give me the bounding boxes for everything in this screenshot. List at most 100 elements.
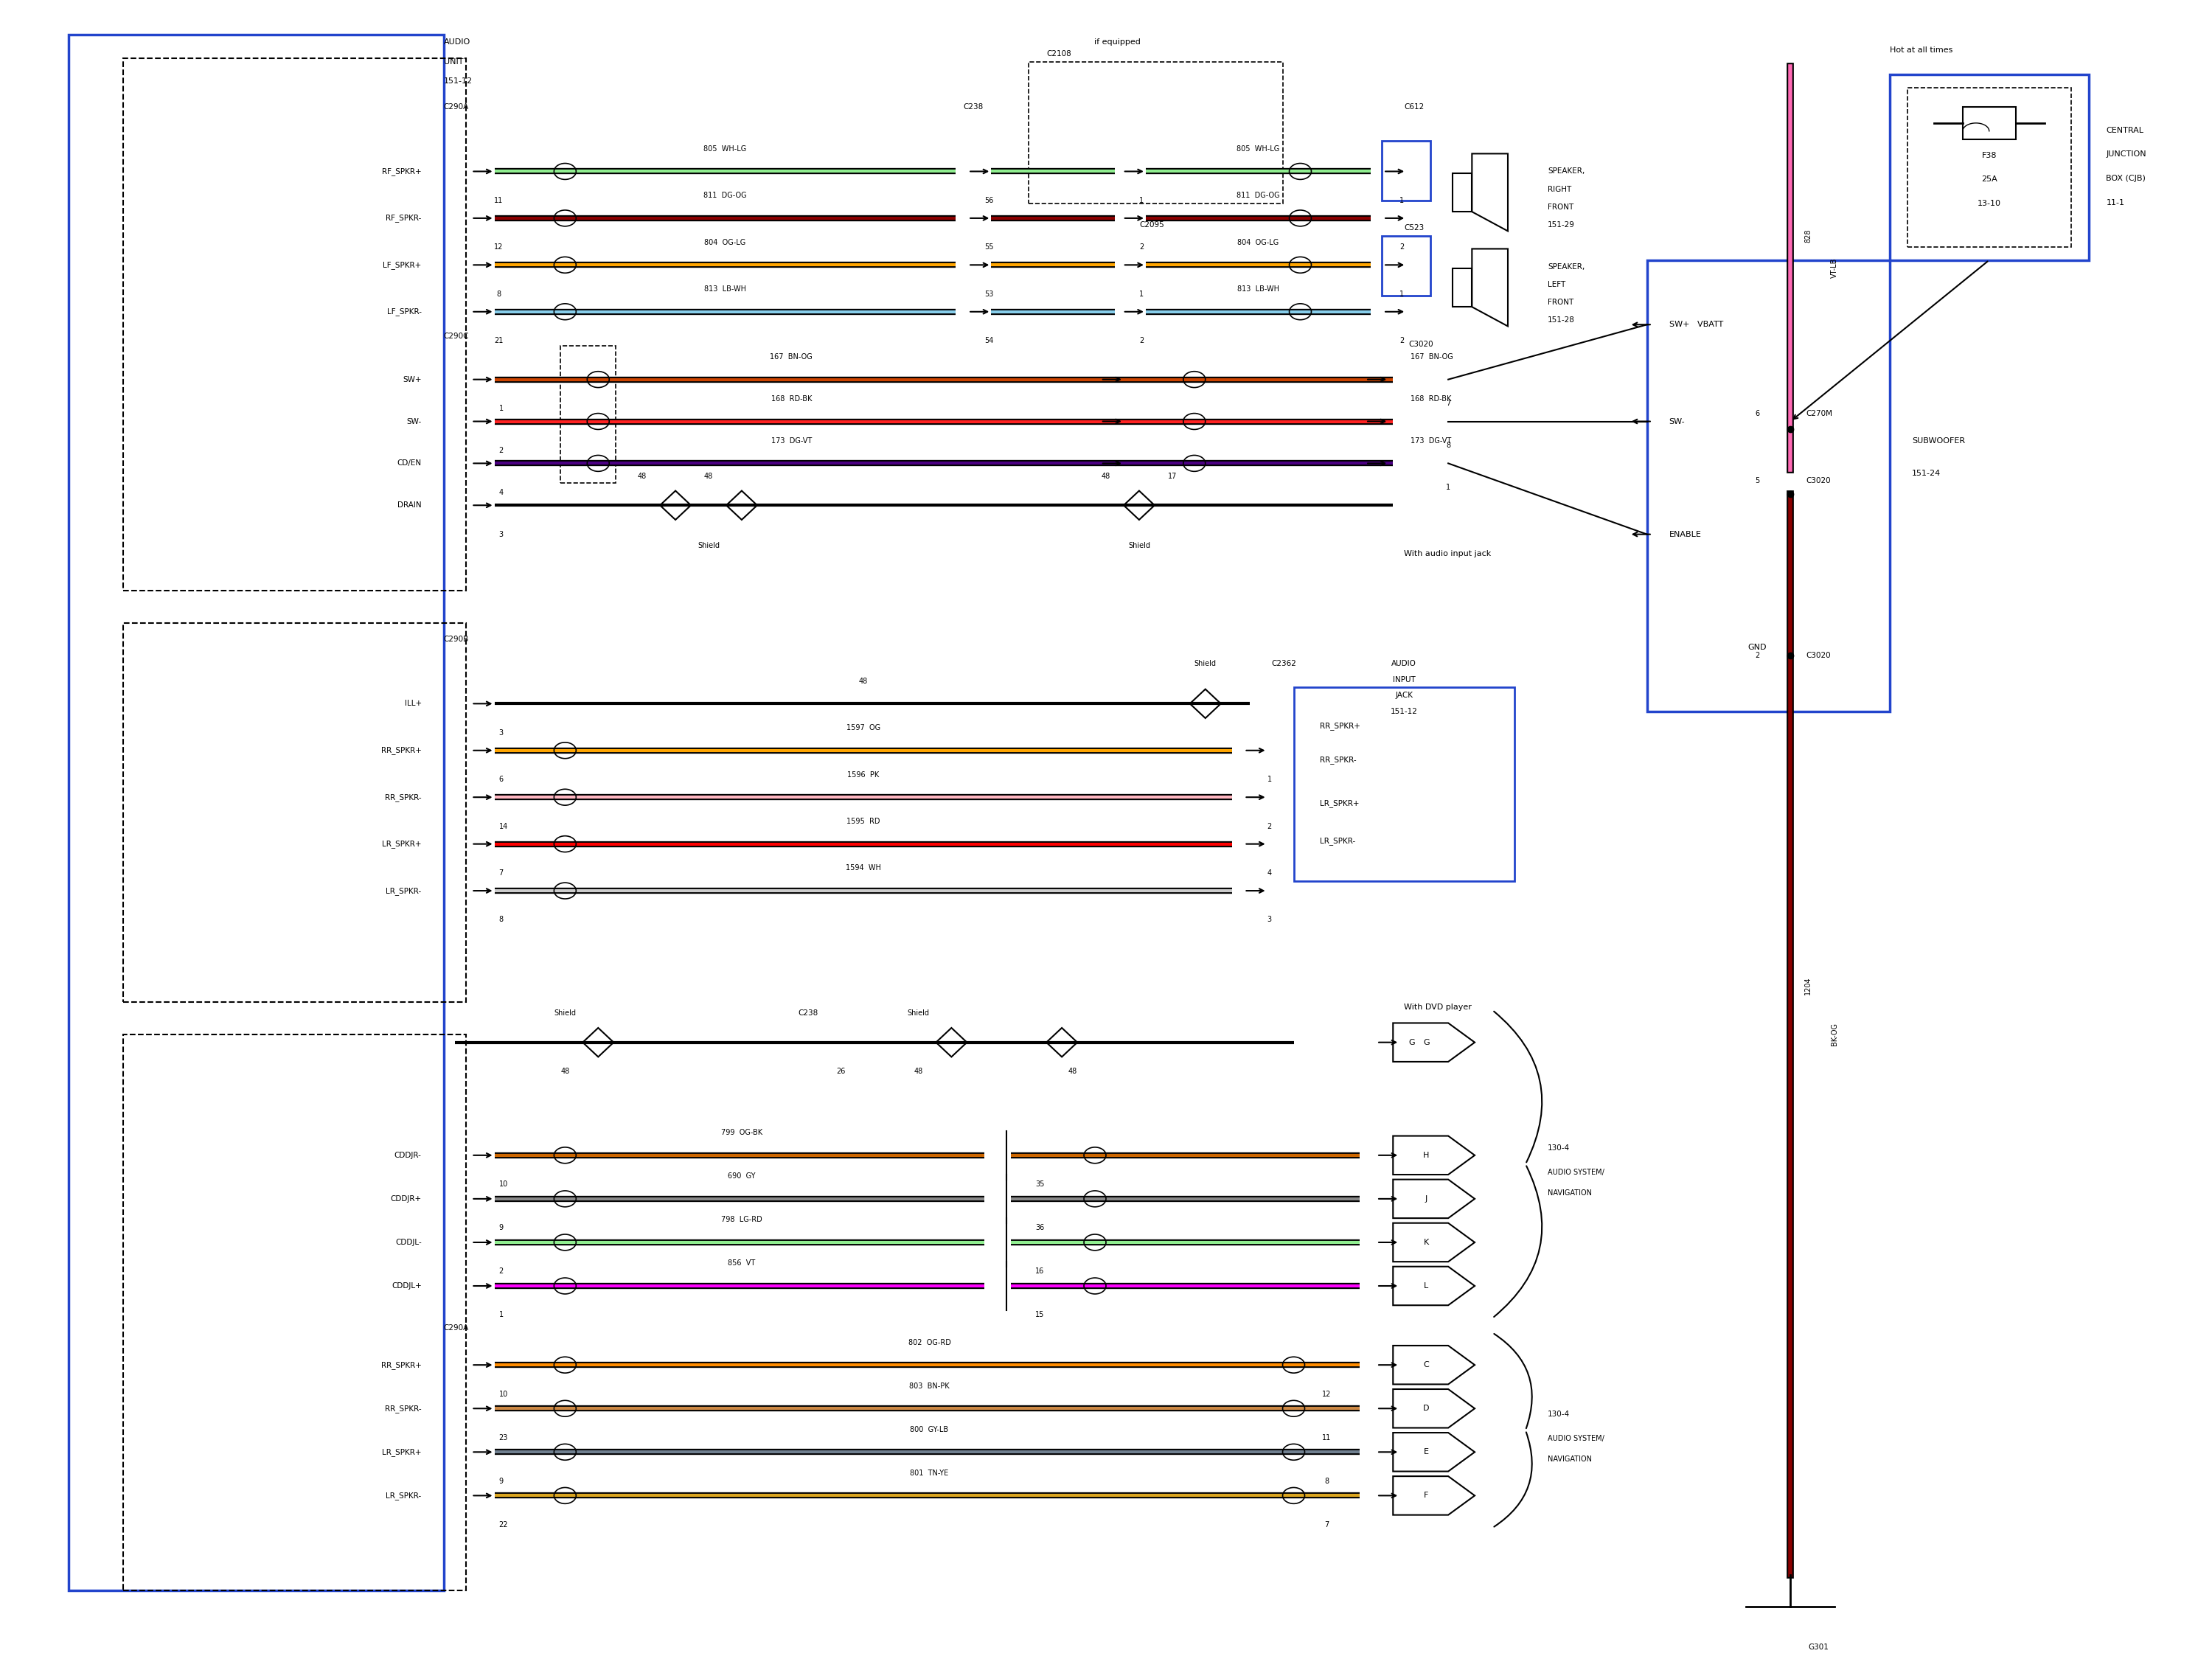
Text: 3: 3 bbox=[500, 728, 504, 737]
Text: 48: 48 bbox=[560, 1068, 568, 1075]
Text: JACK: JACK bbox=[1396, 692, 1413, 700]
Text: 55: 55 bbox=[984, 244, 993, 251]
Text: 800  GY-LB: 800 GY-LB bbox=[909, 1425, 949, 1433]
Text: C2108: C2108 bbox=[1046, 50, 1071, 58]
Text: 811  DG-OG: 811 DG-OG bbox=[703, 192, 748, 199]
Text: GND: GND bbox=[1747, 644, 1767, 650]
Text: 168  RD-BK: 168 RD-BK bbox=[1411, 395, 1451, 403]
Text: 151-24: 151-24 bbox=[1911, 469, 1940, 476]
Text: ENABLE: ENABLE bbox=[1670, 531, 1701, 538]
Text: 2: 2 bbox=[1400, 244, 1405, 251]
Text: RR_SPKR-: RR_SPKR- bbox=[385, 1405, 422, 1412]
Text: SW-: SW- bbox=[1670, 418, 1686, 425]
Bar bbox=[1294, 687, 1515, 881]
Text: 25A: 25A bbox=[1982, 176, 1997, 182]
Text: 36: 36 bbox=[1035, 1224, 1044, 1231]
Text: 10: 10 bbox=[500, 1390, 509, 1397]
Text: Shield: Shield bbox=[1128, 542, 1150, 549]
Text: 4: 4 bbox=[1267, 869, 1272, 876]
Text: 21: 21 bbox=[493, 337, 504, 345]
Text: 805  WH-LG: 805 WH-LG bbox=[1237, 144, 1281, 153]
Text: RIGHT: RIGHT bbox=[1548, 186, 1571, 192]
Text: L: L bbox=[1425, 1282, 1429, 1289]
Text: 14: 14 bbox=[500, 823, 509, 830]
Text: 3: 3 bbox=[500, 531, 504, 538]
Text: 813  LB-WH: 813 LB-WH bbox=[703, 285, 745, 294]
Text: 1204: 1204 bbox=[1805, 977, 1812, 995]
Text: 17: 17 bbox=[1168, 473, 1177, 479]
Text: 11: 11 bbox=[493, 197, 504, 204]
Text: BK-OG: BK-OG bbox=[1832, 1024, 1838, 1045]
Bar bbox=[1453, 269, 1471, 307]
Text: C: C bbox=[1422, 1362, 1429, 1369]
Text: RR_SPKR+: RR_SPKR+ bbox=[380, 747, 422, 755]
Text: 48: 48 bbox=[914, 1068, 922, 1075]
Text: 2: 2 bbox=[500, 1267, 504, 1276]
Text: C270M: C270M bbox=[1805, 410, 1832, 416]
Bar bbox=[1889, 75, 2088, 260]
Text: 8: 8 bbox=[1325, 1478, 1329, 1485]
Text: Shield: Shield bbox=[907, 1010, 929, 1017]
Text: 2: 2 bbox=[1139, 244, 1144, 251]
Text: G: G bbox=[1422, 1039, 1429, 1047]
Text: 6: 6 bbox=[1754, 410, 1759, 416]
Text: 15: 15 bbox=[1035, 1311, 1044, 1319]
Text: FRONT: FRONT bbox=[1548, 299, 1573, 305]
Text: 1: 1 bbox=[1139, 290, 1144, 297]
Text: 6: 6 bbox=[500, 776, 504, 783]
Text: 1: 1 bbox=[1139, 197, 1144, 204]
Text: 4: 4 bbox=[500, 489, 504, 496]
Text: 1596  PK: 1596 PK bbox=[847, 771, 878, 778]
Text: J: J bbox=[1425, 1194, 1427, 1203]
Text: 1597  OG: 1597 OG bbox=[847, 725, 880, 732]
Text: 798  LG-RD: 798 LG-RD bbox=[721, 1216, 763, 1223]
Text: SUBWOOFER: SUBWOOFER bbox=[1911, 436, 1964, 445]
Text: 56: 56 bbox=[984, 197, 993, 204]
Text: 167  BN-OG: 167 BN-OG bbox=[1411, 353, 1453, 360]
Text: 8: 8 bbox=[500, 916, 504, 924]
Text: 168  RD-BK: 168 RD-BK bbox=[772, 395, 812, 403]
Bar bbox=[1382, 141, 1431, 201]
Text: E: E bbox=[1425, 1448, 1429, 1455]
Text: 8: 8 bbox=[1447, 441, 1451, 450]
Bar bbox=[1453, 173, 1471, 212]
Text: 151-29: 151-29 bbox=[1548, 221, 1575, 229]
Text: 811  DG-OG: 811 DG-OG bbox=[1237, 192, 1281, 199]
Text: C238: C238 bbox=[799, 1010, 818, 1017]
Text: SW+   VBATT: SW+ VBATT bbox=[1670, 320, 1723, 328]
Text: SW-: SW- bbox=[407, 418, 422, 425]
Text: 16: 16 bbox=[1035, 1267, 1044, 1276]
Text: RF_SPKR-: RF_SPKR- bbox=[385, 214, 422, 222]
Text: SPEAKER,: SPEAKER, bbox=[1548, 262, 1584, 270]
Bar bbox=[1382, 236, 1431, 295]
Text: 1: 1 bbox=[1400, 290, 1405, 297]
Text: ILL+: ILL+ bbox=[405, 700, 422, 707]
Text: 130-4: 130-4 bbox=[1548, 1410, 1571, 1418]
Text: K: K bbox=[1425, 1239, 1429, 1246]
Text: 13-10: 13-10 bbox=[1978, 201, 2002, 207]
Bar bbox=[69, 35, 445, 1591]
Text: 9: 9 bbox=[500, 1478, 504, 1485]
Text: LR_SPKR-: LR_SPKR- bbox=[385, 886, 422, 894]
Text: 802  OG-RD: 802 OG-RD bbox=[909, 1339, 951, 1345]
Text: C2095: C2095 bbox=[1139, 221, 1164, 229]
Text: C3020: C3020 bbox=[1805, 652, 1832, 659]
Text: 173  DG-VT: 173 DG-VT bbox=[772, 436, 812, 445]
Bar bbox=[1029, 61, 1283, 204]
Text: 151-12: 151-12 bbox=[1391, 708, 1418, 715]
Text: Shield: Shield bbox=[1194, 660, 1217, 667]
Text: BOX (CJB): BOX (CJB) bbox=[2106, 174, 2146, 182]
Text: 3: 3 bbox=[1267, 916, 1272, 924]
Text: DRAIN: DRAIN bbox=[398, 501, 422, 509]
Text: C3020: C3020 bbox=[1805, 478, 1832, 484]
Text: 856  VT: 856 VT bbox=[728, 1259, 757, 1267]
Text: CD/EN: CD/EN bbox=[398, 460, 422, 468]
Text: 10: 10 bbox=[500, 1181, 509, 1188]
Text: C612: C612 bbox=[1405, 103, 1425, 111]
Text: 23: 23 bbox=[500, 1433, 509, 1442]
Text: 1595  RD: 1595 RD bbox=[847, 818, 880, 825]
Text: 804  OG-LG: 804 OG-LG bbox=[1237, 239, 1279, 246]
Text: 690  GY: 690 GY bbox=[728, 1173, 757, 1180]
Text: LR_SPKR+: LR_SPKR+ bbox=[383, 839, 422, 848]
Text: 48: 48 bbox=[703, 473, 712, 479]
